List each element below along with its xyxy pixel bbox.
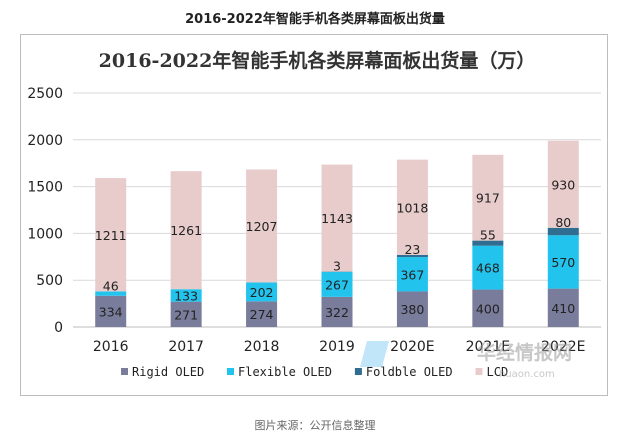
data-label-rigid-oled-2020E: 380 <box>400 302 424 317</box>
chart-svg: 2016-2022年智能手机各类屏幕面板出货量（万） 0 500 1000 1500 2… <box>27 49 601 380</box>
bar-rigid-oled-2020E <box>396 291 428 327</box>
x-tick-label-2019: 2019 <box>319 339 355 355</box>
data-label-lcd-2016: 1211 <box>95 228 127 243</box>
y-tick-label-1500: 1500 <box>27 180 63 196</box>
legend-swatch-flexible-oled <box>227 368 234 375</box>
data-label-rigid-oled-2016: 334 <box>99 304 123 319</box>
watermark-url: huaon.com <box>499 369 555 380</box>
data-label-flexible-oled-2019: 267 <box>325 277 349 292</box>
bar-lcd-2016 <box>95 178 127 292</box>
data-label-lcd-2022E: 930 <box>551 177 575 192</box>
data-label-lcd-2017: 1261 <box>170 223 202 238</box>
data-label-foldble-oled-2019: 3 <box>333 259 341 274</box>
bar-rigid-oled-2021E <box>472 289 504 327</box>
bar-flexible-oled-2020E <box>396 257 428 292</box>
y-tick-label-2500: 2500 <box>27 86 63 102</box>
data-label-lcd-2018: 1207 <box>246 219 278 234</box>
legend-label-foldble-oled: Foldble OLED <box>366 365 453 379</box>
bar-flexible-oled-2016 <box>95 291 127 296</box>
bar-foldble-oled-2020E <box>396 254 428 258</box>
chart-title: 2016-2022年智能手机各类屏幕面板出货量（万） <box>99 49 536 72</box>
data-label-foldble-oled-2021E: 55 <box>480 228 496 243</box>
bar-lcd-2019 <box>321 164 353 272</box>
bar-rigid-oled-2022E <box>547 288 579 327</box>
bar-lcd-2021E <box>472 154 504 241</box>
bar-flexible-oled-2021E <box>472 245 504 290</box>
data-label-flexible-oled-2016: 46 <box>103 278 119 293</box>
watermark-logo-icon <box>360 341 390 367</box>
bar-foldble-oled-2021E <box>472 240 504 246</box>
data-label-rigid-oled-2018: 274 <box>250 307 274 322</box>
x-tick-label-2022E: 2022E <box>541 339 585 355</box>
data-label-rigid-oled-2019: 322 <box>325 305 349 320</box>
y-tick-label-0: 0 <box>54 320 63 336</box>
x-tick-label-2017: 2017 <box>168 339 204 355</box>
bar-lcd-2017 <box>170 171 202 290</box>
source-caption: 图片来源：公开信息整理 <box>254 419 376 432</box>
legend-swatch-rigid-oled <box>121 368 128 375</box>
x-tick-label-2021E: 2021E <box>466 339 510 355</box>
legend-swatch-foldble-oled <box>354 368 362 375</box>
data-label-flexible-oled-2018: 202 <box>250 285 274 300</box>
bar-flexible-oled-2022E <box>547 235 579 289</box>
legend-label-lcd: LCD <box>487 365 509 379</box>
bar-lcd-2020E <box>396 159 428 255</box>
data-label-flexible-oled-2021E: 468 <box>476 261 500 276</box>
bar-rigid-oled-2016 <box>95 295 127 327</box>
legend-label-flexible-oled: Flexible OLED <box>238 365 332 379</box>
bar-lcd-2022E <box>547 140 579 228</box>
watermark-name: 华经情报网 <box>477 341 572 364</box>
data-label-rigid-oled-2022E: 410 <box>551 301 575 316</box>
bar-rigid-oled-2018 <box>246 301 278 327</box>
data-label-flexible-oled-2022E: 570 <box>551 255 575 270</box>
data-label-rigid-oled-2017: 271 <box>174 307 198 322</box>
bar-flexible-oled-2019 <box>321 271 353 297</box>
bar-rigid-oled-2019 <box>321 296 353 327</box>
legend-swatch-lcd <box>475 368 483 375</box>
y-tick-label-500: 500 <box>36 273 63 289</box>
data-label-lcd-2021E: 917 <box>476 191 500 206</box>
watermark: 华经情报网 huaon.com <box>360 341 572 380</box>
y-tick-label-2000: 2000 <box>27 133 63 149</box>
bar-flexible-oled-2017 <box>170 289 202 302</box>
x-tick-label-2018: 2018 <box>244 339 280 355</box>
data-label-flexible-oled-2017: 133 <box>174 288 198 303</box>
bar-flexible-oled-2018 <box>246 282 278 302</box>
bar-rigid-oled-2017 <box>170 301 202 327</box>
data-label-foldble-oled-2022E: 80 <box>555 215 571 230</box>
data-label-flexible-oled-2020E: 367 <box>400 267 424 282</box>
data-label-lcd-2020E: 1018 <box>397 200 429 215</box>
x-tick-label-2016: 2016 <box>93 339 129 355</box>
data-label-lcd-2019: 1143 <box>321 211 353 226</box>
page-title: 2016-2022年智能手机各类屏幕面板出货量 <box>185 12 445 27</box>
data-label-foldble-oled-2020E: 23 <box>404 242 420 257</box>
x-tick-label-2020E: 2020E <box>390 339 434 355</box>
data-label-rigid-oled-2021E: 400 <box>476 301 500 316</box>
bar-foldble-oled-2022E <box>547 227 579 236</box>
y-tick-label-1000: 1000 <box>27 226 63 242</box>
legend-label-rigid-oled: Rigid OLED <box>132 365 204 379</box>
bar-lcd-2018 <box>246 169 278 283</box>
chart-frame: 2016-2022年智能手机各类屏幕面板出货量（万） 0 500 1000 1500 2… <box>20 34 608 396</box>
